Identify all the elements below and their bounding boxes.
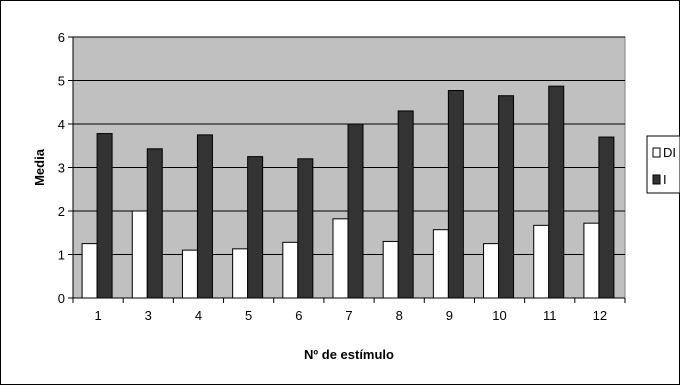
x-tick-label: 1: [94, 308, 101, 323]
y-tick-label: 3: [58, 161, 65, 176]
x-tick-label: 5: [245, 308, 252, 323]
x-tick-label: 9: [446, 308, 453, 323]
bar-di: [131, 210, 148, 299]
x-tick-label: 3: [145, 308, 152, 323]
bar-di: [533, 224, 550, 299]
bar-i: [297, 158, 314, 299]
axes: [68, 36, 626, 303]
bar-i: [598, 136, 615, 299]
bar-i: [447, 90, 464, 299]
bar-i: [397, 110, 414, 299]
bar-i: [96, 133, 113, 299]
bar-i: [146, 148, 163, 299]
bar-di: [583, 222, 600, 299]
bar-di: [332, 218, 349, 299]
legend-swatch-di: [652, 147, 661, 158]
x-tick-label: 10: [492, 308, 506, 323]
y-tick-label: 5: [58, 74, 65, 89]
x-tick-label: 11: [543, 308, 557, 323]
y-axis-title: Media: [32, 148, 47, 186]
bar-di: [282, 241, 299, 299]
bar-i: [347, 123, 364, 299]
legend-swatch-i: [652, 174, 661, 185]
x-tick-label: 7: [345, 308, 352, 323]
bar-i: [498, 95, 515, 299]
legend: DI I: [646, 135, 680, 194]
legend-label-di: DI: [663, 145, 676, 160]
x-tick-label: 8: [396, 308, 403, 323]
bar-i: [196, 134, 213, 299]
x-tick-label: 12: [593, 308, 607, 323]
bar-di: [181, 249, 198, 299]
bar-di: [483, 243, 500, 299]
legend-label-i: I: [663, 172, 667, 187]
bar-i: [247, 156, 264, 299]
y-tick-label: 0: [58, 291, 65, 306]
y-tick-label: 4: [58, 117, 65, 132]
bar-di: [81, 243, 98, 299]
y-tick-label: 1: [58, 248, 65, 263]
bar-i: [548, 85, 565, 299]
x-tick-label: 4: [195, 308, 202, 323]
x-tick-label: 6: [295, 308, 302, 323]
y-tick-label: 6: [58, 30, 65, 45]
bar-di: [232, 248, 249, 299]
bar-di: [382, 240, 399, 299]
x-axis-title: Nº de estímulo: [304, 347, 394, 362]
y-tick-label: 2: [58, 204, 65, 219]
bar-di: [432, 229, 449, 299]
